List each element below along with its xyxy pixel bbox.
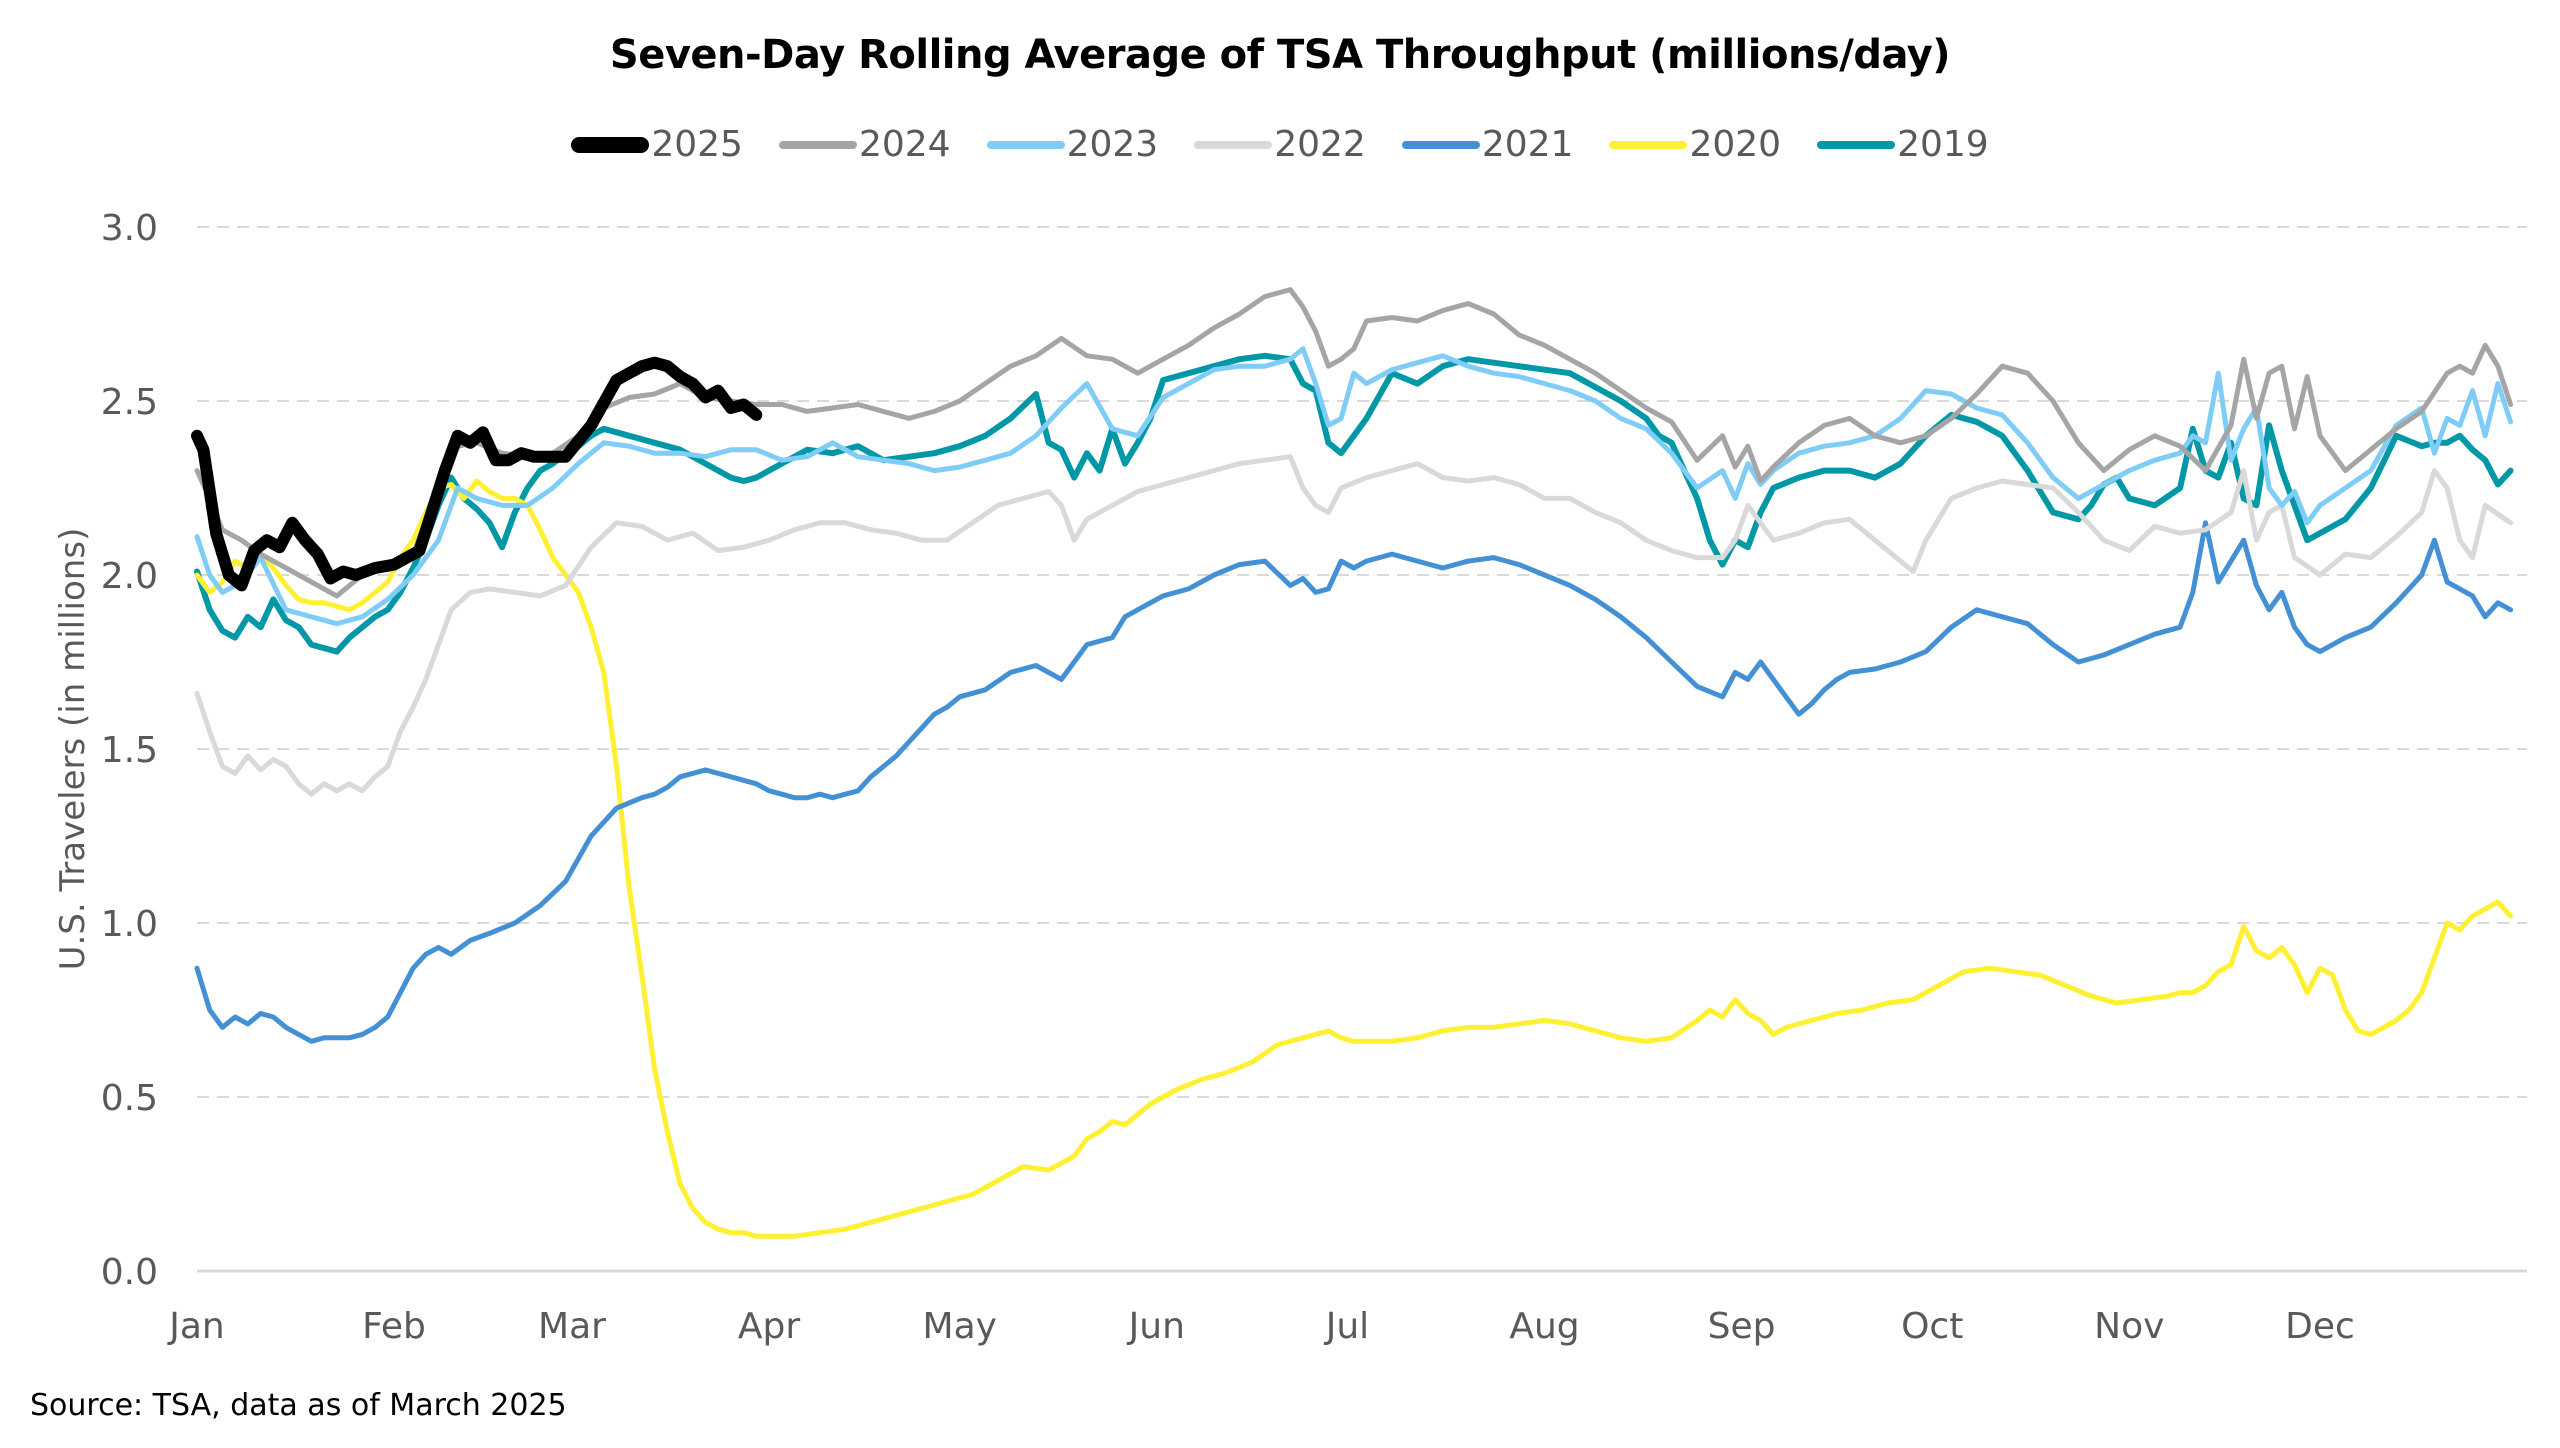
legend-label: 2020 bbox=[1689, 124, 1782, 165]
gridlines bbox=[197, 226, 2527, 1273]
legend-item-2023: 2023 bbox=[986, 124, 1159, 165]
legend-item-2024: 2024 bbox=[778, 124, 951, 165]
legend-swatch bbox=[1609, 140, 1688, 149]
x-tick-label: Nov bbox=[2094, 1306, 2164, 1347]
source-note: Source: TSA, data as of March 2025 bbox=[30, 1388, 567, 1423]
x-axis-ticks: Jan Feb Mar Apr May Jun Jul Aug Sep Oct Nov Dec bbox=[167, 1306, 2355, 1347]
legend-swatch bbox=[1194, 140, 1273, 149]
legend-swatch bbox=[778, 140, 857, 149]
series-line-2024 bbox=[194, 287, 2514, 599]
legend-label: 2022 bbox=[1274, 124, 1366, 165]
y-tick-label: 2.0 bbox=[101, 556, 158, 597]
legend-item-2025: 2025 bbox=[571, 124, 743, 165]
series-line-2019 bbox=[194, 352, 2514, 655]
legend-label: 2023 bbox=[1066, 124, 1159, 165]
legend-swatch bbox=[1401, 140, 1480, 149]
series-line-2022 bbox=[194, 454, 2514, 797]
y-tick-label: 3.0 bbox=[101, 208, 158, 249]
legend-item-2019: 2019 bbox=[1817, 124, 1989, 165]
x-tick-label: Mar bbox=[538, 1306, 606, 1347]
legend-label: 2019 bbox=[1897, 124, 1989, 165]
x-tick-label: Aug bbox=[1509, 1306, 1579, 1347]
x-tick-label: Sep bbox=[1708, 1306, 1776, 1347]
legend-swatch bbox=[571, 136, 650, 153]
y-tick-label: 1.5 bbox=[101, 730, 158, 771]
legend-item-2020: 2020 bbox=[1609, 124, 1781, 165]
y-tick-label: 0.5 bbox=[101, 1078, 158, 1119]
y-tick-label: 0.0 bbox=[101, 1252, 158, 1293]
y-tick-label: 1.0 bbox=[101, 904, 158, 945]
legend-item-2021: 2021 bbox=[1401, 124, 1574, 165]
x-tick-label: Feb bbox=[362, 1306, 426, 1347]
y-axis-ticks: 0.0 0.5 1.0 1.5 2.0 2.5 3.0 bbox=[101, 208, 158, 1293]
y-axis-title: U.S. Travelers (in millions) bbox=[53, 528, 93, 971]
x-tick-label: Jul bbox=[1324, 1306, 1369, 1347]
x-tick-label: Jan bbox=[167, 1306, 225, 1347]
x-tick-label: Oct bbox=[1901, 1306, 1963, 1347]
legend-swatch bbox=[1817, 140, 1896, 149]
series-line-2023 bbox=[194, 346, 2514, 627]
series-line-2020 bbox=[194, 478, 2514, 1239]
chart-legend: 2025 2024 2023 2022 2021 2020 2019 bbox=[0, 124, 2560, 165]
x-tick-label: Dec bbox=[2285, 1306, 2355, 1347]
series-lines bbox=[191, 287, 2514, 1239]
legend-label: 2024 bbox=[858, 124, 951, 165]
y-tick-label: 2.5 bbox=[101, 382, 158, 423]
x-tick-label: May bbox=[923, 1306, 997, 1347]
legend-item-2022: 2022 bbox=[1194, 124, 1366, 165]
x-tick-label: Jun bbox=[1127, 1306, 1185, 1347]
series-line-2021 bbox=[194, 520, 2514, 1044]
chart-title: Seven-Day Rolling Average of TSA Through… bbox=[609, 32, 1951, 78]
legend-label: 2021 bbox=[1481, 124, 1574, 165]
x-tick-label: Apr bbox=[738, 1306, 800, 1347]
legend-label: 2025 bbox=[651, 124, 743, 165]
legend-swatch bbox=[986, 140, 1065, 149]
series-line-2025 bbox=[191, 356, 763, 592]
